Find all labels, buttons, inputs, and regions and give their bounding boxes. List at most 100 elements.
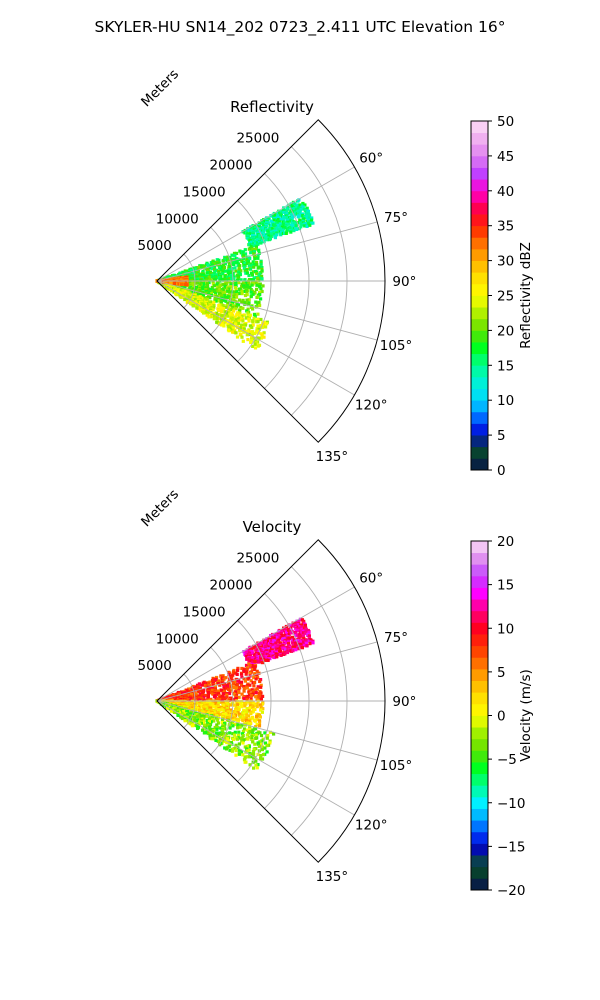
- reflectivity-title: Reflectivity: [230, 98, 314, 116]
- field-cell: [269, 224, 273, 228]
- field-cell: [218, 312, 222, 316]
- field-cell: [287, 628, 291, 632]
- field-cell: [223, 723, 227, 727]
- field-cell: [223, 746, 227, 750]
- field-cell: [252, 645, 256, 650]
- azimuth-gridline: [156, 280, 378, 341]
- field-cell: [285, 641, 289, 645]
- field-cell: [181, 270, 185, 274]
- angular-tick-label: 105°: [380, 758, 413, 774]
- colorbar-segment: [471, 855, 488, 868]
- field-cell: [231, 257, 235, 261]
- field-cell: [244, 229, 249, 233]
- field-cell: [248, 763, 252, 767]
- field-cell: [242, 669, 246, 673]
- field-cell: [233, 733, 237, 737]
- field-cell: [273, 213, 278, 217]
- colorbar-segment: [471, 411, 488, 424]
- field-cell: [254, 703, 258, 707]
- field-cell: [256, 254, 260, 258]
- field-cell: [240, 666, 244, 671]
- field-cell: [249, 697, 253, 701]
- field-cell: [237, 708, 241, 712]
- field-cell: [223, 293, 227, 298]
- field-cell: [243, 756, 247, 760]
- field-cell: [224, 709, 228, 713]
- colorbar-segment: [471, 260, 488, 273]
- field-cell: [253, 719, 257, 723]
- field-cell: [254, 691, 258, 695]
- field-cell: [245, 696, 250, 700]
- field-cell: [237, 691, 241, 695]
- field-cell: [238, 725, 242, 729]
- field-cell: [223, 258, 227, 262]
- field-cell: [230, 747, 234, 751]
- field-cell: [245, 301, 249, 305]
- field-cell: [266, 734, 270, 738]
- field-cell: [299, 207, 303, 211]
- field-cell: [227, 295, 231, 299]
- field-cell: [233, 679, 237, 684]
- field-cell: [251, 233, 255, 238]
- field-cell: [218, 737, 222, 741]
- field-cell: [303, 631, 307, 635]
- field-cell: [299, 642, 303, 646]
- field-cell: [188, 715, 192, 719]
- field-cell: [228, 290, 232, 294]
- field-cell: [160, 282, 164, 287]
- velocity-colorbar: −20 −15 −10 −5 0 5 10 15 20 Velocity (m/s): [470, 534, 534, 899]
- field-cell: [216, 689, 221, 693]
- field-cell: [218, 683, 222, 687]
- field-cell: [196, 701, 200, 705]
- field-cell: [182, 294, 186, 298]
- field-cell: [253, 659, 257, 664]
- field-cell: [199, 306, 203, 310]
- field-cell: [231, 720, 235, 724]
- radial-axis-label: Meters: [138, 66, 182, 110]
- field-cell: [255, 305, 259, 309]
- field-cell: [204, 714, 208, 718]
- field-cell: [303, 222, 307, 226]
- field-cell: [208, 304, 212, 308]
- field-cell: [242, 696, 246, 701]
- colorbar-tick-label: 15: [497, 358, 514, 374]
- field-cell: [198, 265, 202, 269]
- field-cell: [302, 643, 307, 647]
- field-cell: [186, 698, 190, 702]
- colorbar-segment: [471, 843, 488, 856]
- field-cell: [242, 689, 246, 693]
- colorbar-segment: [471, 295, 488, 308]
- field-cell: [241, 729, 245, 733]
- field-cell: [258, 272, 262, 276]
- field-cell: [252, 243, 256, 247]
- field-cell: [230, 307, 234, 312]
- field-cell: [243, 323, 248, 327]
- field-cell: [193, 288, 197, 292]
- field-cell: [241, 753, 245, 757]
- field-cell: [244, 286, 248, 290]
- field-cell: [287, 222, 291, 226]
- field-cell: [255, 283, 259, 287]
- field-cell: [211, 308, 215, 312]
- field-cell: [232, 294, 236, 298]
- field-cell: [229, 708, 233, 712]
- colorbar-segment: [471, 692, 488, 705]
- colorbar-segment: [471, 132, 488, 145]
- field-cell: [253, 346, 258, 350]
- field-cell: [241, 719, 245, 723]
- field-cell: [250, 694, 254, 698]
- colorbar-segment: [471, 435, 488, 448]
- field-cell: [257, 336, 261, 340]
- field-cell: [257, 274, 261, 278]
- colorbar-segment: [471, 703, 488, 716]
- field-cell: [244, 271, 248, 275]
- field-cell: [224, 676, 228, 680]
- field-cell: [224, 299, 228, 303]
- field-cell: [241, 319, 245, 323]
- field-cell: [307, 219, 311, 224]
- field-cell: [247, 228, 251, 232]
- field-cell: [305, 212, 309, 216]
- field-cell: [296, 215, 300, 219]
- field-cell: [220, 720, 224, 725]
- field-cell: [301, 205, 305, 209]
